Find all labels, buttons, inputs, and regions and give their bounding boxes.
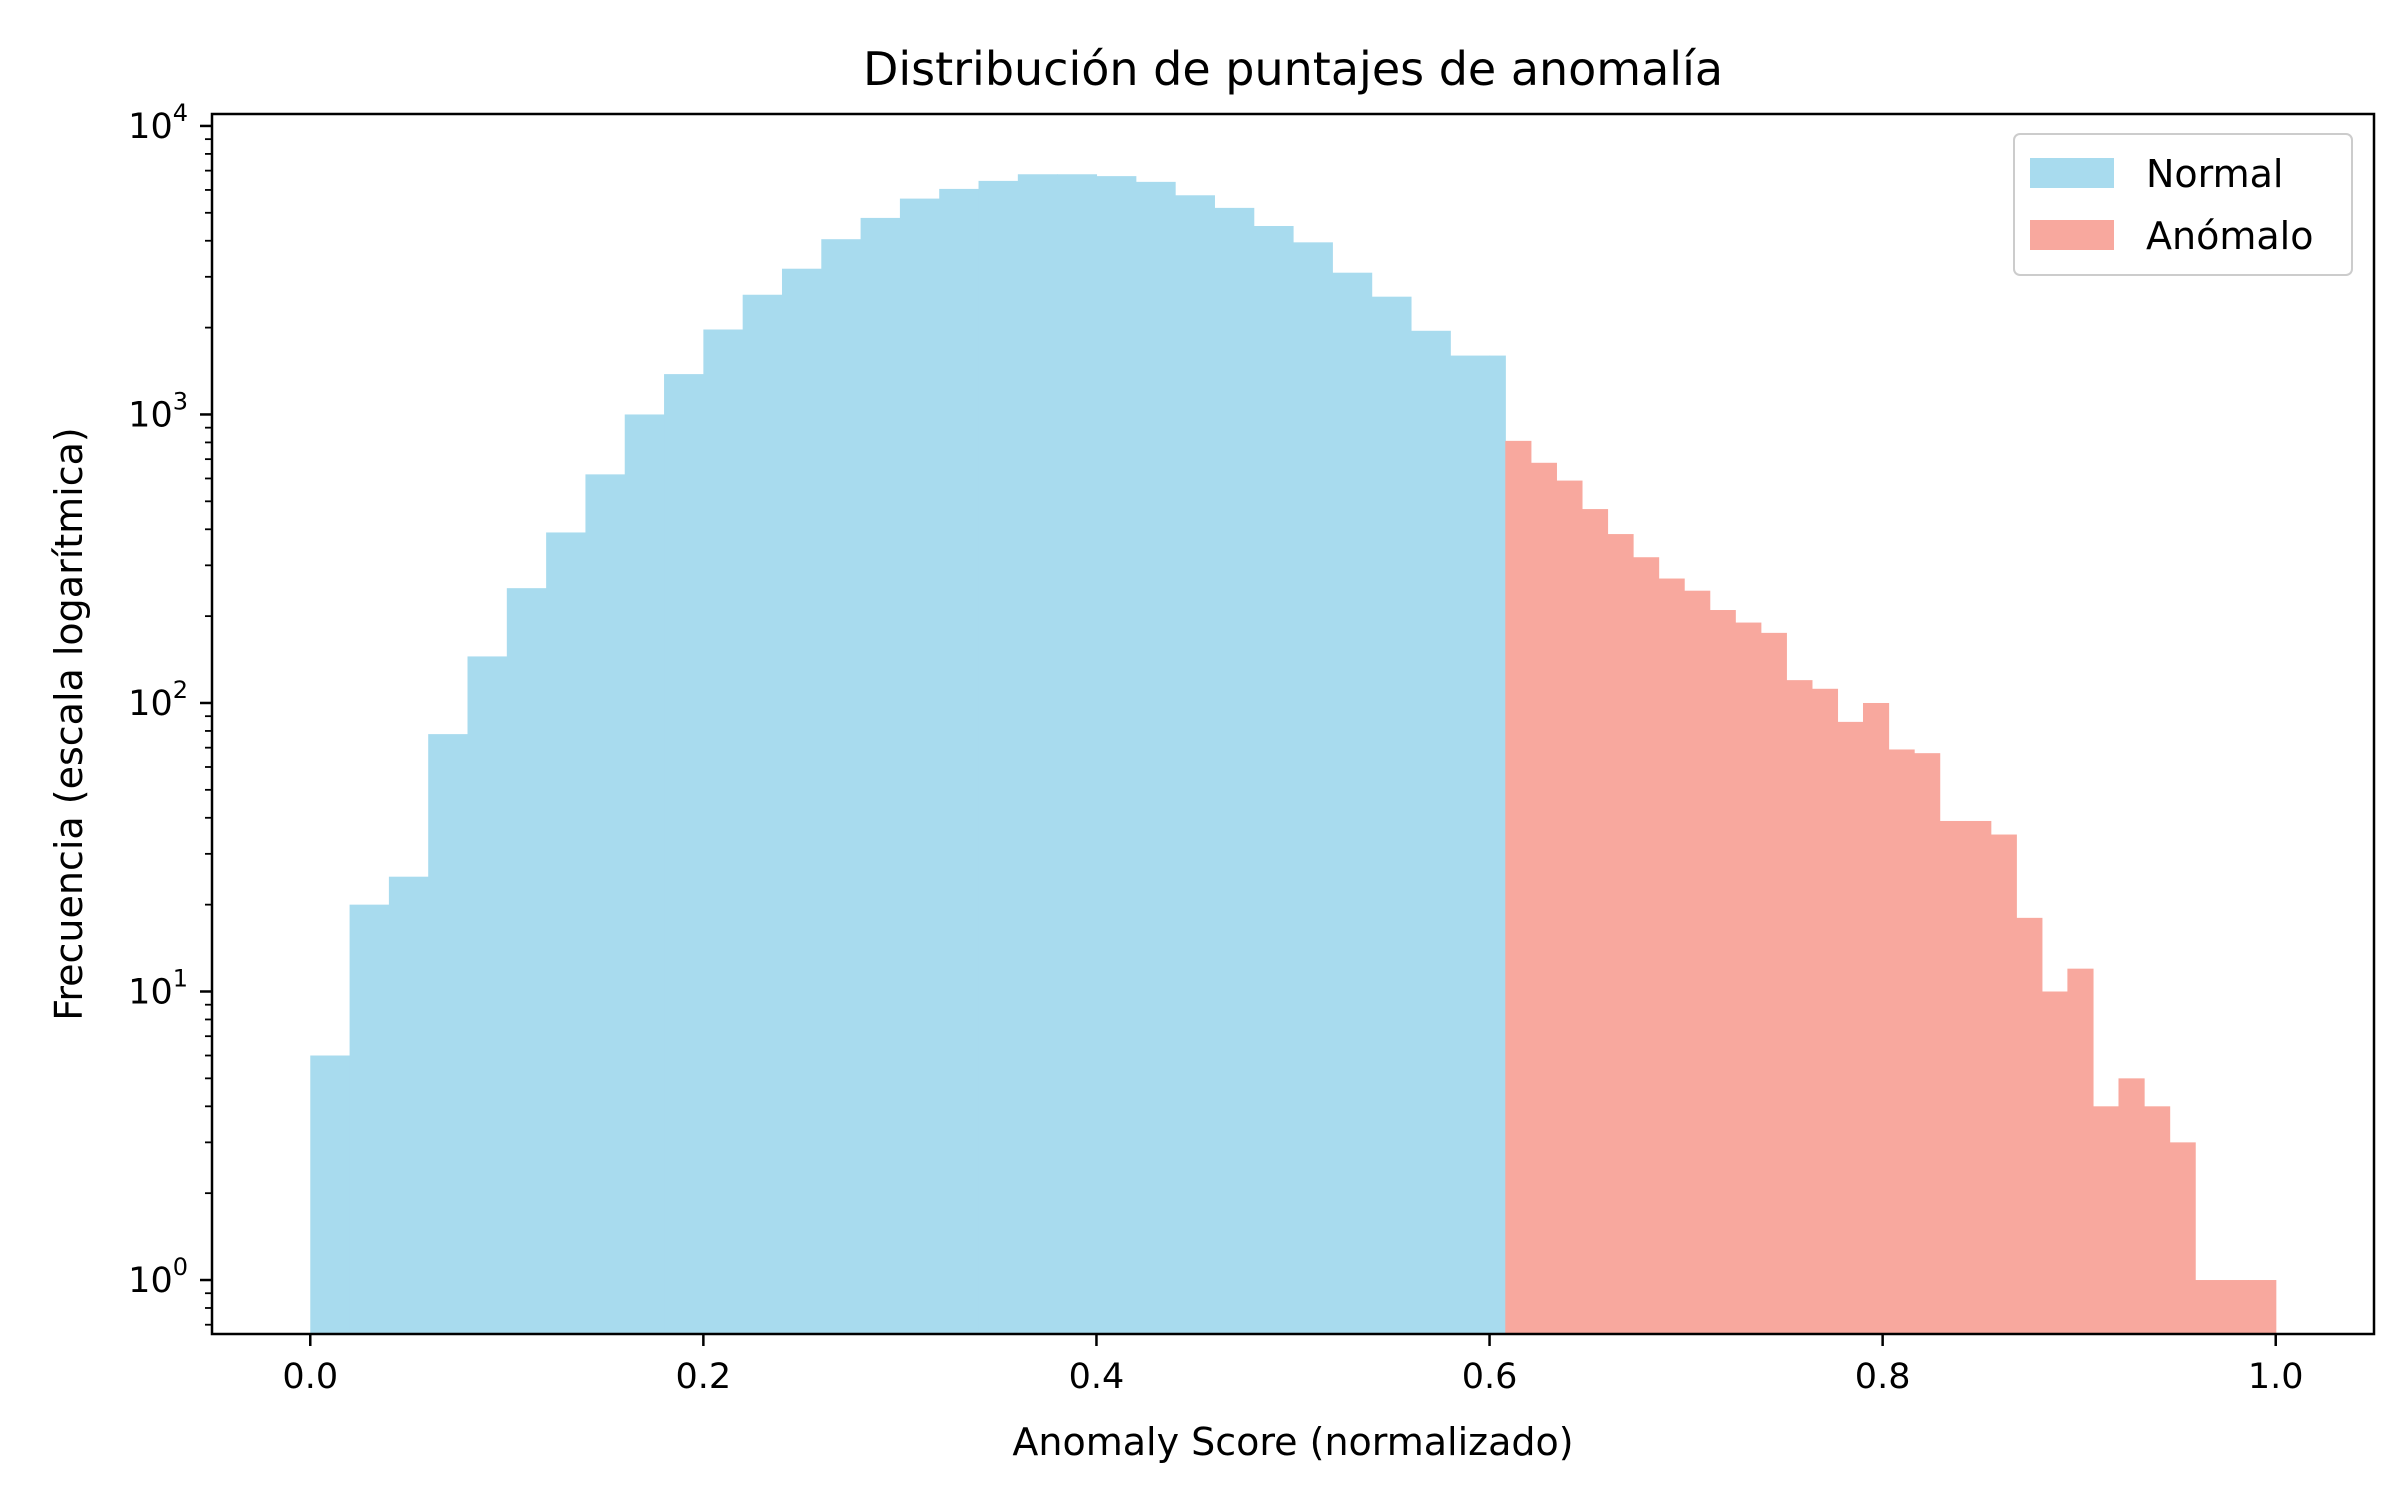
plot-area-frame [210, 112, 2376, 1336]
y-tick-label-1: 101 [128, 965, 188, 1013]
legend-swatch-1 [2030, 220, 2114, 250]
bar-normal-15 [899, 198, 940, 1335]
bar-anomalo-22 [2067, 968, 2094, 1334]
bar-anomalo-0 [1505, 440, 1532, 1334]
bar-anomalo-18 [1965, 820, 1992, 1334]
bar-normal-18 [1017, 174, 1058, 1335]
bar-anomalo-2 [1556, 480, 1583, 1334]
bar-anomalo-29 [2248, 1280, 2277, 1334]
bar-anomalo-3 [1581, 509, 1609, 1334]
bar-normal-19 [1057, 174, 1098, 1335]
bar-normal-2 [388, 876, 429, 1334]
bar-normal-16 [939, 188, 980, 1334]
bar-anomalo-14 [1862, 702, 1890, 1334]
bar-anomalo-25 [2144, 1106, 2171, 1334]
bar-normal-7 [585, 474, 626, 1334]
bar-anomalo-23 [2092, 1106, 2120, 1334]
bar-normal-27 [1371, 296, 1412, 1334]
bar-normal-22 [1175, 195, 1215, 1334]
bar-normal-20 [1096, 176, 1137, 1334]
bar-anomalo-9 [1735, 622, 1762, 1334]
bar-normal-29 [1450, 355, 1491, 1334]
bars-layer [310, 174, 2277, 1335]
bar-normal-23 [1214, 207, 1255, 1335]
bar-normal-3 [428, 734, 469, 1334]
bar-normal-1 [349, 904, 390, 1334]
y-tick-label-2: 102 [128, 676, 188, 724]
bar-normal-26 [1332, 272, 1373, 1334]
bar-anomalo-24 [2118, 1078, 2145, 1334]
bar-anomalo-8 [1709, 610, 1736, 1334]
x-tick-label-4: 0.8 [1855, 1357, 1911, 1397]
x-axis-label: Anomaly Score (normalizado) [1012, 1420, 1573, 1464]
legend-label-0: Normal [2146, 152, 2284, 196]
bar-normal-21 [1135, 181, 1176, 1334]
bar-anomalo-12 [1811, 688, 1839, 1334]
bar-anomalo-27 [2195, 1280, 2222, 1334]
bar-anomalo-7 [1684, 590, 1711, 1334]
bar-anomalo-19 [1990, 834, 2017, 1334]
bar-normal-5 [506, 588, 547, 1334]
y-axis: 100 101 102 103 104 [128, 99, 212, 1326]
x-tick-label-5: 1.0 [2248, 1357, 2304, 1397]
bar-anomalo-13 [1837, 721, 1864, 1334]
bar-anomalo-10 [1760, 632, 1787, 1334]
x-tick-label-3: 0.6 [1462, 1357, 1518, 1397]
legend-swatch-0 [2030, 158, 2114, 188]
legend-label-1: Anómalo [2146, 214, 2313, 258]
bar-normal-28 [1410, 330, 1451, 1334]
bar-normal-17 [978, 180, 1019, 1334]
bar-anomalo-28 [2220, 1280, 2249, 1334]
y-tick-label-0: 100 [128, 1253, 188, 1301]
bar-anomalo-21 [2041, 991, 2068, 1334]
bar-anomalo-5 [1633, 557, 1660, 1334]
chart-title: Distribución de puntajes de anomalía [863, 42, 1723, 96]
bar-anomalo-1 [1530, 462, 1557, 1335]
bar-anomalo-26 [2169, 1142, 2196, 1334]
bar-normal-6 [546, 532, 587, 1334]
x-tick-label-0: 0.0 [282, 1357, 338, 1397]
bar-normal-13 [821, 239, 862, 1335]
bar-normal-4 [467, 656, 508, 1334]
bar-anomalo-17 [1939, 820, 1966, 1334]
bar-normal-30 [1489, 355, 1506, 1334]
bar-anomalo-15 [1888, 749, 1915, 1334]
bar-anomalo-20 [2016, 917, 2043, 1334]
bar-normal-10 [703, 329, 744, 1335]
legend: Normal Anómalo [2013, 133, 2353, 276]
y-axis-label: Frecuencia (escala logarítmica) [47, 427, 91, 1021]
bar-normal-25 [1293, 242, 1333, 1335]
bar-normal-0 [310, 1055, 351, 1334]
bar-anomalo-16 [1914, 753, 1941, 1334]
x-tick-label-1: 0.2 [676, 1357, 732, 1397]
bar-anomalo-11 [1786, 680, 1813, 1334]
x-tick-label-2: 0.4 [1069, 1357, 1125, 1397]
bar-normal-11 [742, 294, 783, 1334]
bar-anomalo-4 [1607, 534, 1634, 1334]
y-tick-label-3: 103 [128, 387, 188, 435]
x-axis: 0.0 0.2 0.4 0.6 0.8 1.0 [282, 1334, 2304, 1397]
bar-normal-24 [1253, 225, 1294, 1334]
y-tick-label-4: 104 [128, 99, 188, 147]
bar-normal-12 [781, 268, 822, 1334]
bar-normal-14 [860, 217, 901, 1334]
bar-anomalo-6 [1658, 578, 1685, 1334]
bar-normal-8 [624, 414, 665, 1334]
bar-normal-9 [664, 374, 704, 1335]
